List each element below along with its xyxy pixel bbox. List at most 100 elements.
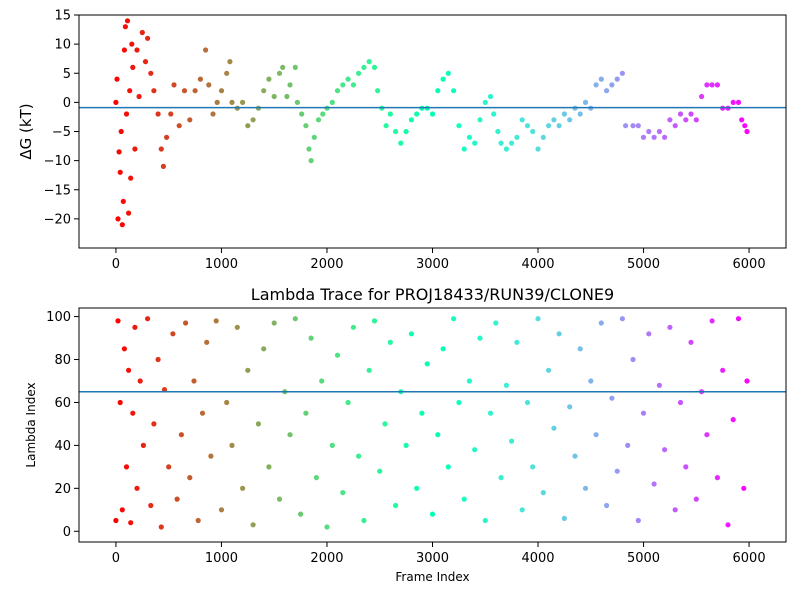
lambda-point-114 [656,382,663,388]
delta-g-point-21 [142,59,149,65]
lambda-point-85 [503,382,509,388]
delta-g-point-86 [429,111,436,117]
delta-g-point-94 [472,140,478,146]
delta-g-point-141 [714,82,721,88]
lambda-x-tick-label: 1000 [205,551,238,566]
lambda-point-2 [117,399,123,406]
lambda-point-72 [435,432,441,438]
delta-g-point-128 [646,128,652,135]
lambda-point-67 [408,331,414,337]
delta-g-point-80 [398,140,404,146]
lambda-point-73 [440,346,446,352]
lambda-point-66 [403,442,409,448]
lambda-point-130 [741,485,747,491]
lambda-point-31 [218,507,225,513]
lambda-point-121 [693,496,699,502]
lambda-point-81 [482,517,488,524]
lambda-x-tick-label: 3000 [416,551,449,566]
delta-g-point-42 [227,59,233,65]
lambda-point-8 [130,410,136,416]
delta-g-point-136 [688,111,694,117]
lambda-point-112 [646,331,652,337]
delta-g-point-38 [210,111,216,117]
lambda-plot-frame [78,307,787,543]
delta-g-x-tick-label: 0 [112,257,120,272]
delta-g-point-13 [127,88,133,94]
delta-g-y-tick-label: −5 [52,125,71,140]
delta-g-point-122 [614,76,620,82]
delta-g-point-0 [113,99,119,105]
lambda-point-113 [651,481,657,487]
lambda-point-5 [123,464,130,470]
delta-g-point-93 [466,134,472,140]
lambda-point-9 [132,324,138,330]
delta-g-point-115 [577,111,583,117]
delta-g-point-106 [530,128,536,135]
lambda-y-tick-label: 20 [54,482,71,497]
lambda-point-101 [588,378,594,384]
lambda-point-82 [487,410,494,416]
delta-g-point-118 [593,82,599,88]
lambda-point-17 [158,524,164,530]
delta-g-point-100 [498,140,504,146]
delta-g-point-131 [662,134,668,140]
delta-g-point-69 [345,76,351,82]
delta-g-point-16 [130,64,136,70]
delta-g-point-30 [171,82,177,88]
lambda-point-106 [614,468,620,474]
lambda-point-25 [191,378,197,384]
lambda-point-34 [234,324,240,330]
delta-g-point-133 [672,123,678,129]
delta-g-point-134 [677,111,684,117]
delta-g-point-95 [477,117,483,123]
delta-g-point-34 [192,88,198,94]
delta-g-point-12 [126,210,132,216]
lambda-point-51 [324,524,330,530]
lambda-point-86 [509,438,515,444]
lambda-point-56 [350,324,356,330]
lambda-point-13 [145,316,151,322]
delta-g-y-tick-label: 10 [54,38,71,53]
lambda-x-ticks: 0 1000 2000 3000 4000 5000 6000 [112,542,766,566]
delta-g-x-ticks: 0 1000 2000 3000 4000 5000 6000 [112,248,766,272]
delta-g-point-87 [435,88,441,94]
lambda-point-55 [345,399,351,406]
delta-g-x-tick-label: 6000 [733,257,766,272]
delta-g-point-81 [403,128,409,135]
lambda-point-125 [714,475,721,481]
lambda-y-axis-label: Lambda Index [24,382,38,467]
delta-g-point-145 [735,99,742,105]
delta-g-x-tick-label: 3000 [416,257,449,272]
delta-g-point-105 [524,123,531,129]
lambda-point-109 [630,356,636,363]
delta-g-point-59 [303,123,309,129]
delta-g-plot-frame [78,14,787,249]
delta-g-point-98 [491,111,497,117]
delta-g-point-37 [206,82,212,88]
lambda-point-52 [329,442,335,448]
delta-g-point-27 [160,163,166,169]
delta-g-point-89 [445,70,451,76]
lambda-point-115 [662,447,668,453]
delta-g-point-29 [168,111,174,117]
delta-g-point-140 [709,82,715,88]
delta-g-point-88 [440,76,446,82]
delta-g-point-50 [266,76,272,82]
lambda-point-26 [195,517,201,524]
delta-g-point-68 [340,82,346,88]
lambda-point-76 [456,399,462,406]
delta-g-y-tick-label: −15 [44,183,71,198]
delta-g-point-11 [124,18,131,24]
lambda-point-19 [166,464,172,470]
lambda-point-110 [635,517,641,524]
delta-g-point-72 [361,64,367,70]
delta-g-point-132 [667,117,673,123]
delta-g-point-109 [546,123,552,129]
lambda-point-41 [271,320,277,326]
lambda-y-tick-label: 100 [46,310,71,325]
delta-g-point-2 [115,216,121,222]
lambda-x-axis-label: Frame Index [395,570,469,584]
lambda-point-64 [393,502,399,509]
delta-g-point-135 [683,117,689,123]
lambda-point-30 [213,318,219,324]
